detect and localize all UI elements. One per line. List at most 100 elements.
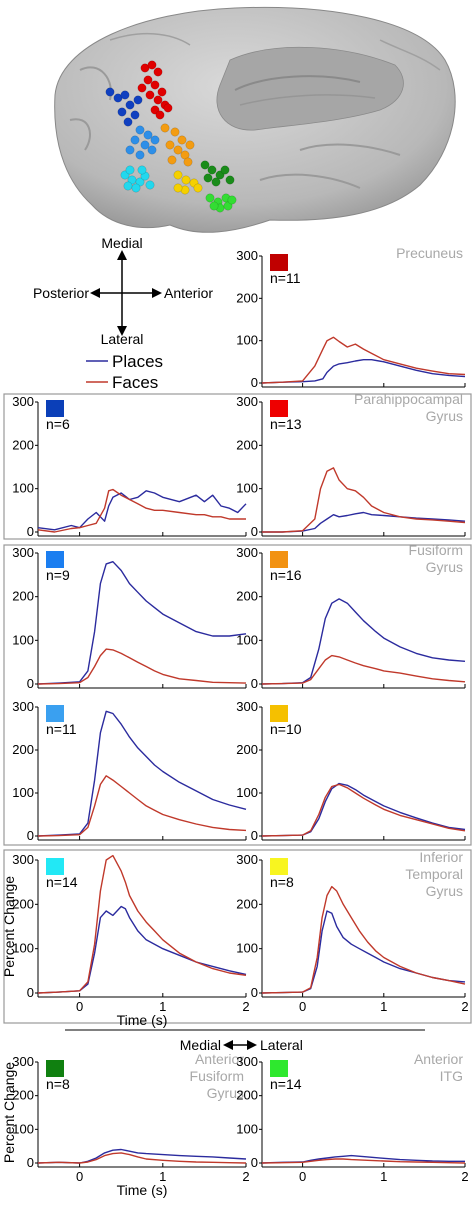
n-label: n=6 <box>46 416 70 432</box>
legend-places: Places <box>112 352 163 371</box>
region-label: Temporal <box>405 866 463 882</box>
y-tick-label: 0 <box>251 1155 258 1170</box>
region-label: Gyrus <box>426 883 463 899</box>
x-tick-label: 2 <box>461 1169 468 1184</box>
y-tick-label: 100 <box>236 1121 258 1136</box>
y-tick-label: 300 <box>236 699 258 714</box>
n-label: n=8 <box>270 874 294 890</box>
y-tick-label: 200 <box>236 437 258 452</box>
x-tick-label: 1 <box>380 1169 387 1184</box>
medial-lateral-divider: Medial Lateral <box>65 1029 425 1053</box>
electrode-dot-red <box>153 67 163 77</box>
series-line-faces <box>37 775 247 837</box>
x-tick-label: 0 <box>299 1169 306 1184</box>
electrode-dot-yellow <box>193 183 203 193</box>
panel-parahipp_medial: 0 100 200 300 n=6 <box>12 394 247 539</box>
region-label: ITG <box>440 1068 463 1084</box>
y-tick-label: 300 <box>12 852 34 867</box>
x-axis-label: Time (s) <box>117 1012 168 1028</box>
series-line-faces <box>261 783 466 837</box>
y-tick-label: 0 <box>27 1155 34 1170</box>
y-tick-label: 0 <box>27 985 34 1000</box>
orient-posterior: Posterior <box>33 285 89 301</box>
electrode-color-swatch <box>46 400 64 417</box>
y-tick-label: 200 <box>236 589 258 604</box>
electrode-dot-red <box>163 103 173 113</box>
series-line-faces <box>37 488 246 533</box>
electrode-color-swatch <box>270 551 288 568</box>
x-tick-label: 0 <box>76 1169 83 1184</box>
n-label: n=11 <box>46 721 77 737</box>
electrode-dot-lime <box>227 195 237 205</box>
electrode-dot-red <box>155 110 165 120</box>
electrode-color-swatch <box>270 400 288 417</box>
region-label: Gyrus <box>207 1085 244 1101</box>
x-tick-label: 0 <box>299 999 306 1014</box>
electrode-dot-blue <box>125 100 135 110</box>
y-tick-label: 0 <box>27 828 34 843</box>
electrode-dot-green <box>220 165 230 175</box>
electrode-color-swatch <box>270 858 288 875</box>
y-tick-label: 200 <box>12 589 34 604</box>
y-tick-label: 300 <box>236 852 258 867</box>
y-tick-label: 0 <box>251 676 258 691</box>
electrode-dot-orange <box>177 135 187 145</box>
panel-inferior_temporal_medial: 0 100 200 300 0 1 2 n=14 Time (s) Percent Change <box>1 852 250 1028</box>
electrode-color-swatch <box>46 858 64 875</box>
series-line-places <box>37 490 247 531</box>
y-tick-label: 100 <box>236 481 258 496</box>
electrode-dot-cyan <box>131 183 141 193</box>
group-box-parahippocampal <box>3 393 472 540</box>
y-tick-label: 0 <box>251 828 258 843</box>
divider-medial: Medial <box>180 1037 221 1053</box>
electrode-dot-orange <box>173 145 183 155</box>
y-tick-label: 100 <box>12 1121 34 1136</box>
y-tick-label: 200 <box>12 896 34 911</box>
electrode-dot-red <box>150 80 160 90</box>
electrode-dot-green <box>203 173 213 183</box>
y-tick-label: 100 <box>236 785 258 800</box>
y-tick-label: 300 <box>236 545 258 560</box>
y-tick-label: 100 <box>12 941 34 956</box>
n-label: n=14 <box>270 1076 302 1092</box>
group-box-inferior-temporal <box>3 849 472 1024</box>
n-label: n=9 <box>46 567 70 583</box>
electrode-dot-yellow <box>173 183 183 193</box>
electrode-dot-orange <box>170 127 180 137</box>
electrode-dot-cyan <box>127 175 137 185</box>
series-line-places <box>261 359 466 384</box>
series-line-places <box>37 1148 247 1164</box>
series-line-places <box>261 598 466 685</box>
electrode-dot-blue <box>120 90 130 100</box>
electrode-dot-azure <box>143 130 153 140</box>
series-line-places <box>37 905 247 994</box>
electrode-dot-red <box>145 90 155 100</box>
orient-medial: Medial <box>101 235 142 251</box>
electrode-dot-green <box>207 165 217 175</box>
electrode-dot-yellow <box>181 175 191 185</box>
n-label: n=8 <box>46 1076 70 1092</box>
electrode-dot-blue <box>105 87 115 97</box>
panel-precuneus: 0 100 200 300 n=11 Precuneus <box>236 245 466 390</box>
y-tick-label: 300 <box>12 1054 34 1069</box>
region-label: Inferior <box>419 849 463 865</box>
divider-lateral: Lateral <box>260 1037 303 1053</box>
x-tick-label: 2 <box>242 1169 249 1184</box>
y-tick-label: 300 <box>236 248 258 263</box>
y-tick-label: 0 <box>251 985 258 1000</box>
electrode-dot-cyan <box>125 165 135 175</box>
electrode-color-swatch <box>270 1060 288 1077</box>
y-tick-label: 200 <box>236 896 258 911</box>
electrode-color-swatch <box>270 254 288 271</box>
panel-fusiform_medial2: 0 100 200 300 n=11 <box>12 699 247 843</box>
orient-lateral: Lateral <box>101 331 144 347</box>
electrode-dot-blue <box>130 110 140 120</box>
region-label: Gyrus <box>426 559 463 575</box>
series-line-faces <box>261 1158 466 1164</box>
